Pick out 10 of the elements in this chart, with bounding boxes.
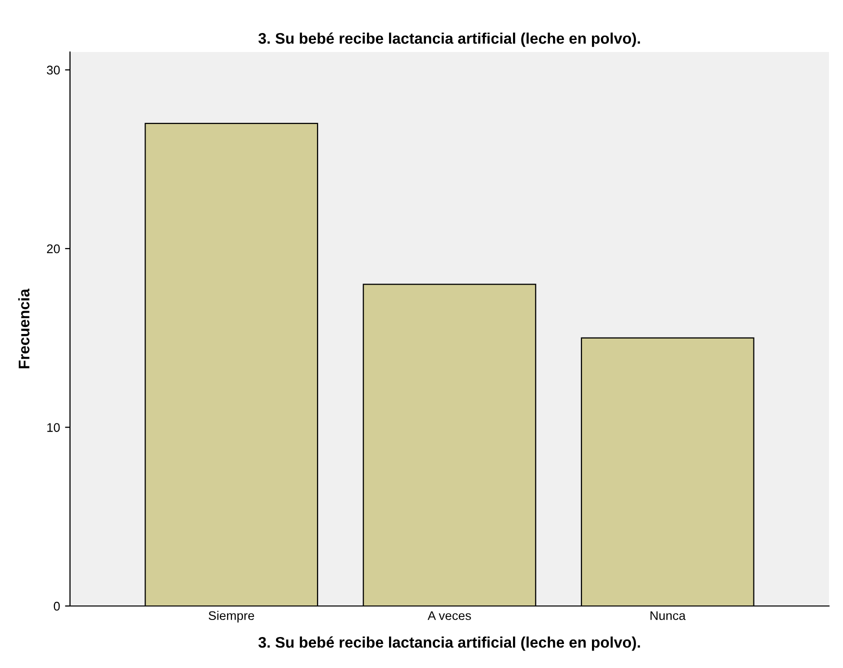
x-axis-title: 3. Su bebé recibe lactancia artificial (leche en polvo). (258, 636, 640, 651)
x-tick-label: Siempre (208, 610, 254, 623)
y-axis-title: Frecuencia (18, 288, 30, 368)
y-tick-label: 20 (47, 244, 60, 254)
x-tick-label: Nunca (650, 611, 686, 620)
y-tick-label: 30 (46, 66, 60, 75)
chart-title: 3. Su bebé recibe lactancia artificial (leche en polvo). (258, 32, 640, 47)
x-tick-label: A veces (428, 611, 471, 620)
y-tick-label: 0 (54, 602, 60, 611)
y-tick-label: 10 (47, 423, 60, 432)
